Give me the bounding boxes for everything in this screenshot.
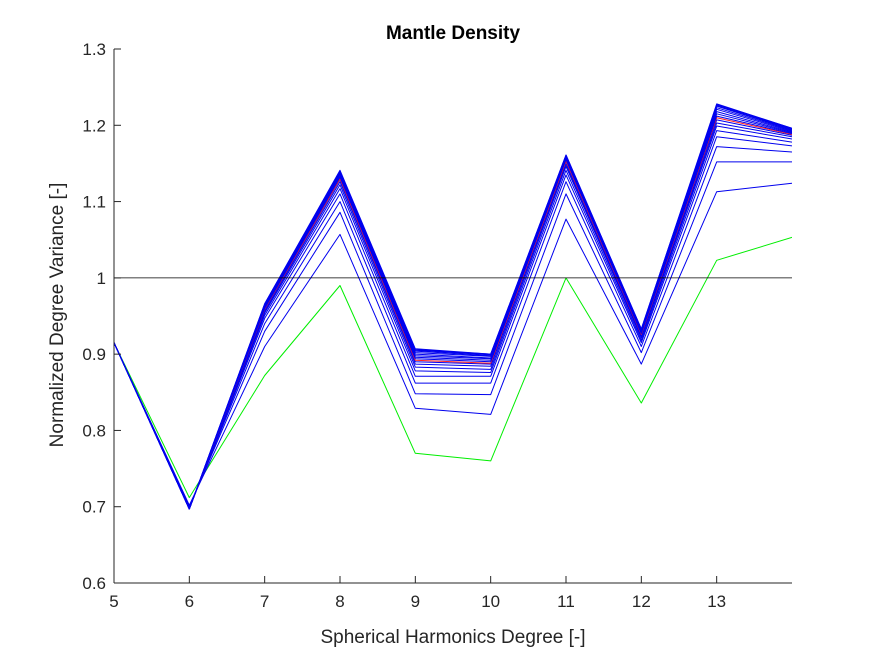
x-tick-label: 9 (411, 592, 420, 611)
x-tick-label: 13 (707, 592, 726, 611)
axes-layer: 5 6 7 8 9 10 11 12 13 0.6 0.7 0.8 0.9 1 1.1 1.2 1.3 (82, 40, 792, 611)
series-layer (114, 103, 792, 510)
y-tick-label: 1.3 (82, 40, 106, 59)
x-tick-label: 11 (557, 592, 575, 611)
x-tick-label: 7 (260, 592, 269, 611)
y-tick-label: 1.2 (82, 116, 106, 135)
series-line-8 (114, 122, 792, 510)
x-tick-label: 5 (109, 592, 118, 611)
series-line-3 (114, 161, 792, 508)
chart-title: Mantle Density (386, 23, 521, 44)
y-tick-label: 1.1 (82, 193, 106, 212)
x-tick-label: 6 (185, 592, 194, 611)
series-line-19 (114, 103, 792, 510)
y-tick-label: 1 (97, 269, 106, 288)
y-axis-label: Normalized Degree Variance [-] (47, 183, 68, 448)
y-tick-label: 0.9 (82, 345, 106, 364)
series-line-18 (114, 104, 792, 510)
series-line-5 (114, 136, 792, 509)
series-line-1 (114, 236, 792, 499)
y-tick-label: 0.7 (82, 498, 106, 517)
y-tick-label: 0.6 (82, 574, 106, 593)
x-tick-label: 10 (481, 592, 500, 611)
x-tick-label: 12 (632, 592, 651, 611)
x-tick-label: 8 (335, 592, 344, 611)
x-axis-label: Spherical Harmonics Degree [-] (320, 627, 585, 648)
series-line-4 (114, 146, 792, 508)
y-tick-label: 0.8 (82, 421, 106, 440)
